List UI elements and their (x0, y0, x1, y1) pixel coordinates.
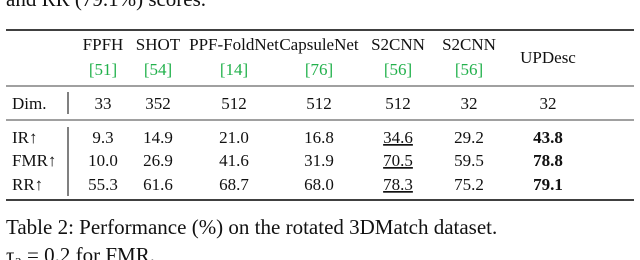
caption-continued: τ₂ = 0.2 for FMR. (6, 243, 155, 260)
table-cell: 34.6 (383, 128, 413, 147)
table-cell: 29.2 (454, 128, 484, 147)
table-cell: 14.9 (143, 128, 173, 147)
table-cell: 61.6 (143, 175, 173, 194)
row-label: IR↑ (12, 128, 38, 147)
table-cell: 78.8 (533, 151, 563, 170)
table-cell: 55.3 (88, 175, 118, 194)
table-cell: 16.8 (304, 128, 334, 147)
column-header: UPDesc (520, 48, 576, 67)
citation: [54] (144, 60, 172, 79)
column-header: SHOT (136, 35, 181, 54)
table-cell: 21.0 (219, 128, 249, 147)
table-cell: 32 (540, 94, 557, 113)
caption: Table 2: Performance (%) on the rotated … (6, 215, 497, 239)
row-label: FMR↑ (12, 151, 56, 170)
row-label: Dim. (12, 94, 46, 113)
citation: [56] (384, 60, 412, 79)
column-header: S2CNN (371, 35, 425, 54)
row-label: RR↑ (12, 175, 43, 194)
column-header: S2CNN (442, 35, 496, 54)
table-cell: 75.2 (454, 175, 484, 194)
table-cell: 33 (95, 94, 112, 113)
citation: [14] (220, 60, 248, 79)
table-cell: 68.0 (304, 175, 334, 194)
table-cell: 59.5 (454, 151, 484, 170)
table-cell: 512 (385, 94, 411, 113)
table-cell: 352 (145, 94, 171, 113)
column-header: CapsuleNet (279, 35, 359, 54)
table-cell: 31.9 (304, 151, 334, 170)
table-cell: 41.6 (219, 151, 249, 170)
table-cell: 9.3 (92, 128, 113, 147)
context-text: and RR (79.1%) scores. (6, 0, 206, 11)
table-cell: 26.9 (143, 151, 173, 170)
table-cell: 70.5 (383, 151, 413, 170)
table-cell: 79.1 (533, 175, 563, 194)
table-cell: 68.7 (219, 175, 249, 194)
column-header: PPF-FoldNet (189, 35, 279, 54)
table-cell: 512 (221, 94, 247, 113)
table-cell: 43.8 (533, 128, 563, 147)
table-cell: 32 (461, 94, 478, 113)
citation: [56] (455, 60, 483, 79)
column-header: FPFH (83, 35, 124, 54)
table-cell: 78.3 (383, 175, 413, 194)
citation: [76] (305, 60, 333, 79)
citation: [51] (89, 60, 117, 79)
table-cell: 512 (306, 94, 332, 113)
table-cell: 10.0 (88, 151, 118, 170)
